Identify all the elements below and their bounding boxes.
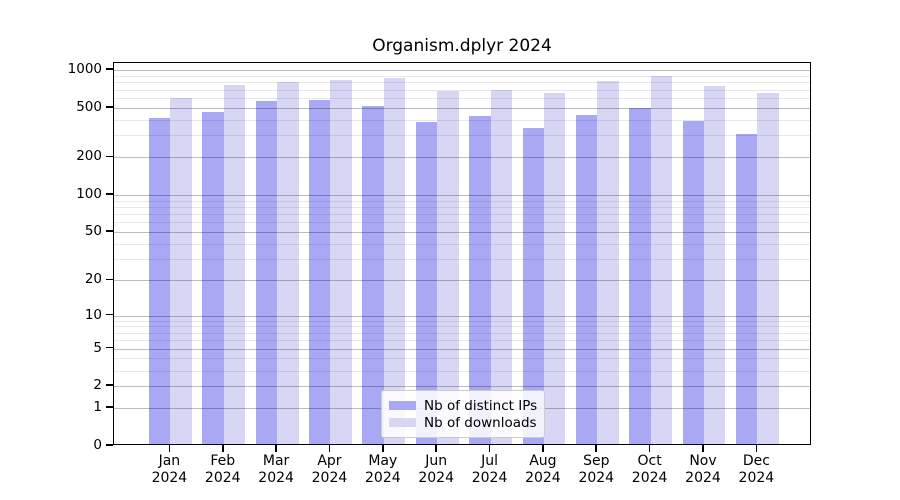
- y-tick-label: 20: [84, 271, 102, 288]
- y-tick-mark: [106, 406, 113, 409]
- bars-layer: [114, 63, 810, 444]
- bar-distinct-ips-jan: [149, 117, 171, 444]
- x-tick-mark: [168, 445, 171, 452]
- bar-distinct-ips-sep: [575, 115, 598, 444]
- bar-distinct-ips-oct: [629, 108, 651, 444]
- bar-distinct-ips-aug: [522, 127, 544, 444]
- x-tick-mark: [275, 445, 277, 452]
- x-tick-mark: [542, 445, 544, 452]
- y-tick-label: 50: [84, 223, 102, 240]
- legend-label-distinct-ips: Nb of distinct IPs: [424, 397, 538, 414]
- x-tick-mark: [382, 445, 384, 452]
- bar-downloads-may: [383, 78, 406, 444]
- bar-distinct-ips-may: [362, 106, 384, 444]
- legend-item-distinct-ips: Nb of distinct IPs: [389, 397, 538, 414]
- bar-downloads-sep: [597, 80, 619, 444]
- y-tick-label: 500: [76, 98, 102, 115]
- y-tick-mark: [106, 278, 113, 281]
- y-tick-label: 1: [93, 399, 102, 416]
- bar-distinct-ips-nov: [682, 121, 704, 444]
- bar-downloads-feb: [223, 84, 246, 444]
- x-tick-mark: [755, 445, 758, 452]
- x-tick-label: Jan 2024: [151, 453, 188, 486]
- x-tick-mark: [328, 445, 331, 452]
- y-tick-label: 2: [93, 377, 102, 394]
- y-tick-label: 5: [93, 339, 102, 356]
- x-tick-label: Jul 2024: [471, 453, 508, 486]
- bar-distinct-ips-dec: [735, 133, 758, 444]
- x-tick-label: Aug 2024: [525, 453, 561, 486]
- legend-swatch-downloads: [389, 418, 416, 427]
- y-tick-mark: [106, 313, 113, 316]
- x-tick-label: Nov 2024: [685, 453, 721, 486]
- x-tick-label: Oct 2024: [631, 453, 668, 486]
- bar-downloads-aug: [543, 93, 566, 444]
- y-tick-mark: [106, 105, 113, 108]
- plot-area: Nb of distinct IPs Nb of downloads: [113, 62, 811, 445]
- bar-distinct-ips-apr: [309, 99, 331, 444]
- x-tick-mark: [488, 445, 491, 452]
- bar-downloads-nov: [704, 85, 726, 444]
- chart-title: Organism.dplyr 2024: [372, 36, 552, 56]
- y-tick-label: 1000: [67, 61, 102, 78]
- y-tick-mark: [106, 193, 113, 195]
- legend: Nb of distinct IPs Nb of downloads: [381, 390, 545, 438]
- x-tick-mark: [595, 445, 598, 452]
- y-tick-mark: [106, 444, 113, 446]
- x-tick-label: May 2024: [365, 453, 401, 486]
- bar-downloads-jan: [170, 97, 192, 444]
- y-tick-label: 200: [76, 148, 102, 165]
- x-tick-label: Dec 2024: [738, 453, 775, 486]
- bar-downloads-jun: [437, 91, 459, 444]
- bar-downloads-jul: [490, 89, 512, 444]
- legend-label-downloads: Nb of downloads: [424, 414, 537, 431]
- legend-item-downloads: Nb of downloads: [389, 414, 537, 431]
- y-tick-mark: [106, 346, 113, 349]
- x-tick-label: Mar 2024: [258, 453, 294, 486]
- bar-downloads-mar: [277, 81, 299, 444]
- bar-distinct-ips-mar: [255, 101, 278, 444]
- x-tick-mark: [702, 445, 704, 452]
- x-tick-mark: [648, 445, 651, 452]
- x-tick-mark: [435, 445, 437, 452]
- bar-downloads-oct: [650, 76, 673, 444]
- y-tick-label: 100: [76, 185, 102, 202]
- y-tick-mark: [106, 155, 113, 158]
- x-tick-label: Sep 2024: [578, 453, 615, 486]
- bar-distinct-ips-jun: [415, 122, 438, 444]
- x-tick-label: Apr 2024: [311, 453, 348, 486]
- bar-distinct-ips-jul: [469, 115, 491, 444]
- y-tick-mark: [106, 384, 113, 387]
- x-tick-label: Jun 2024: [418, 453, 454, 486]
- y-tick-mark: [106, 68, 113, 70]
- y-tick-label: 0: [93, 437, 102, 453]
- legend-swatch-distinct-ips: [389, 401, 416, 410]
- x-tick-label: Feb 2024: [204, 453, 241, 486]
- bar-downloads-dec: [757, 93, 779, 444]
- y-tick-label: 10: [84, 306, 102, 323]
- x-tick-mark: [221, 445, 224, 452]
- bar-distinct-ips-feb: [202, 112, 224, 444]
- y-tick-mark: [106, 230, 113, 232]
- bar-downloads-apr: [330, 79, 352, 444]
